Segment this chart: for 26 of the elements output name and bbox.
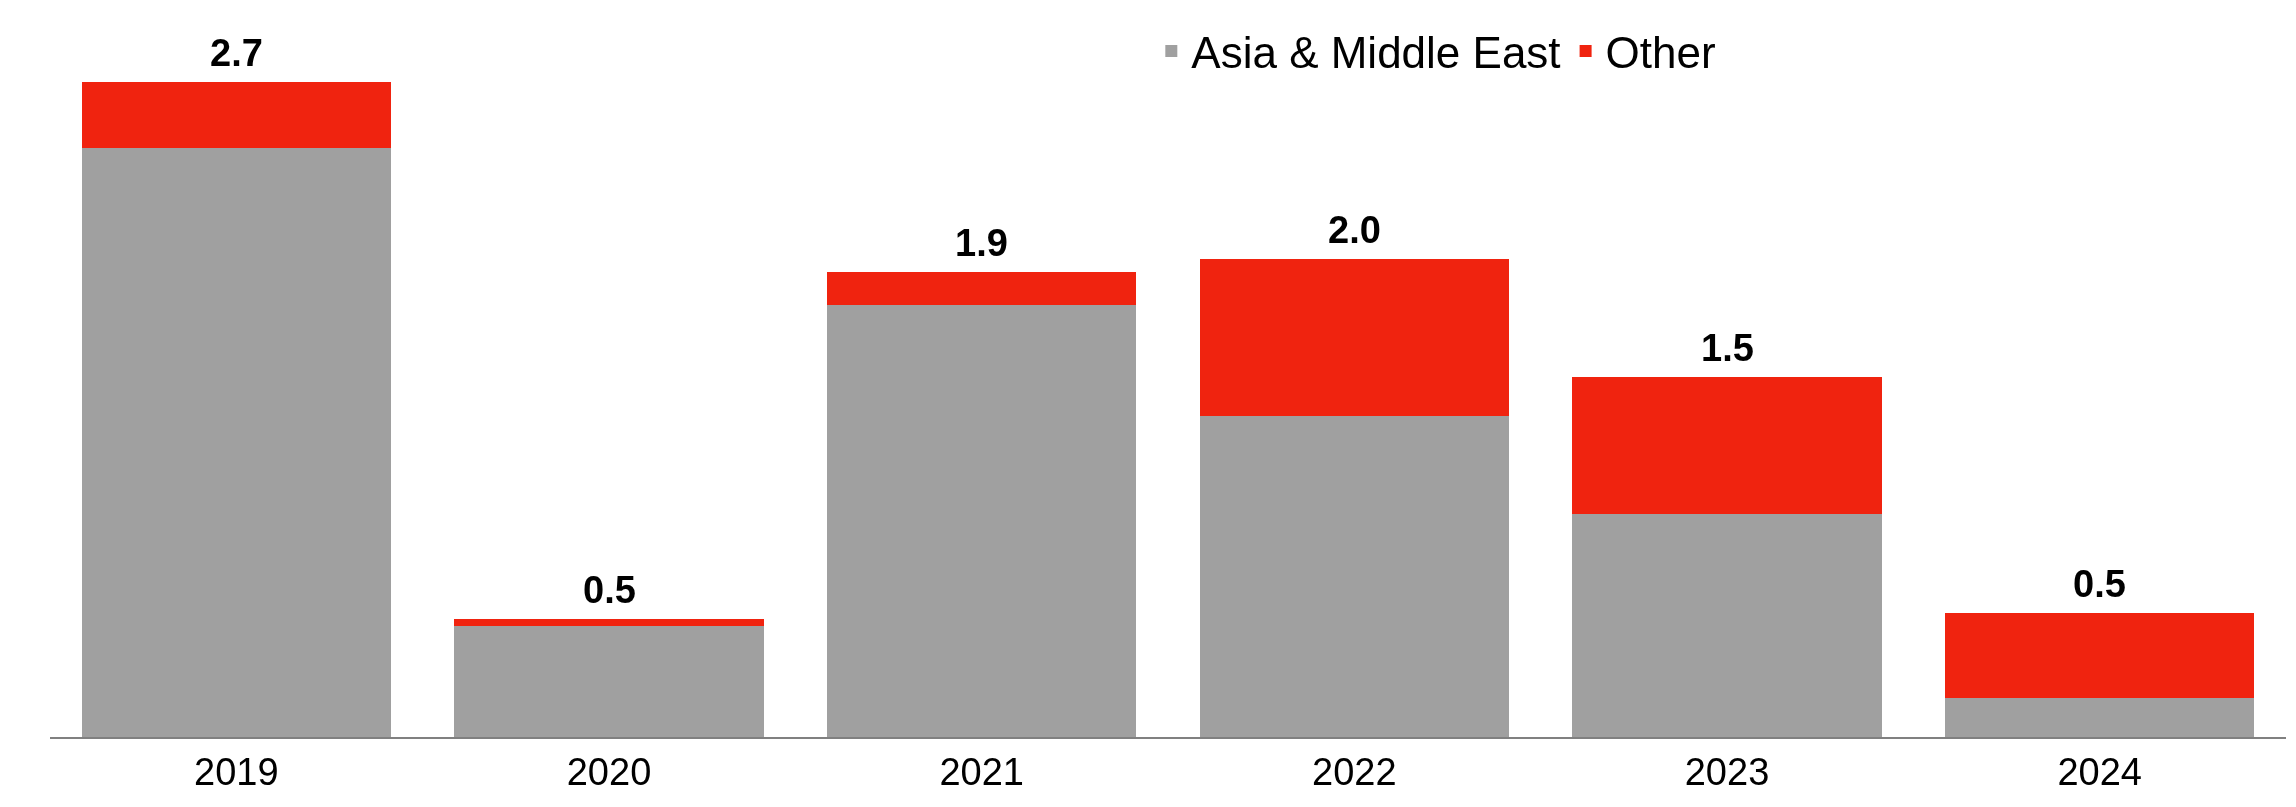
annotation: 1.9	[955, 222, 1008, 264]
annotation: 1.5	[1701, 327, 1754, 369]
bar	[1199, 416, 1509, 737]
annotation: 0.5	[2073, 563, 2126, 605]
annotation: 2.0	[1328, 209, 1381, 251]
bar	[827, 304, 1137, 737]
annotation: 2.7	[210, 32, 263, 74]
bar	[1945, 612, 2255, 698]
bar	[1945, 697, 2255, 737]
bar	[827, 271, 1137, 305]
x-tick-label: 2024	[2057, 750, 2142, 793]
x-tick-label: 2019	[194, 750, 279, 793]
bar	[454, 625, 764, 737]
bar	[1199, 258, 1509, 417]
bar	[454, 619, 764, 626]
bar	[1572, 514, 1882, 737]
legend-label: Other	[1605, 28, 1716, 78]
x-tick-label: 2022	[1312, 750, 1397, 793]
annotation: 0.5	[583, 569, 636, 611]
bar	[81, 147, 391, 737]
legend-label: Asia & Middle East	[1191, 28, 1561, 78]
bar	[1572, 376, 1882, 515]
x-tick-label: 2020	[566, 750, 652, 793]
bar	[81, 82, 391, 148]
x-tick-label: 2021	[939, 750, 1024, 793]
x-tick-label: 2023	[1684, 750, 1770, 793]
